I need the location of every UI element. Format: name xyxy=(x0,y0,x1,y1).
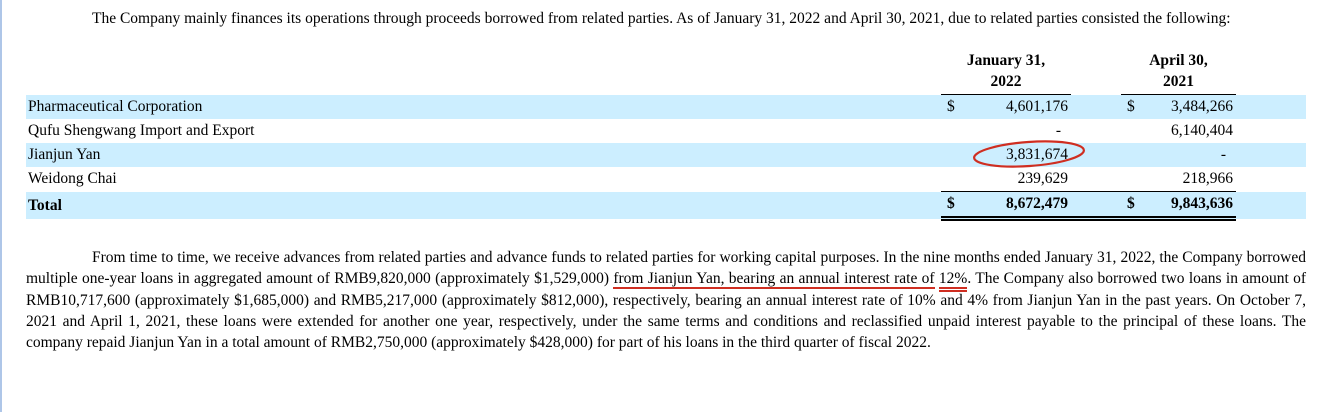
total-jan-31-2022: 8,672,479 xyxy=(971,191,1071,222)
spacer-cell xyxy=(1236,167,1306,192)
currency-symbol xyxy=(941,167,971,192)
spacer-cell xyxy=(1071,191,1121,222)
closing-paragraph: From time to time, we receive advances f… xyxy=(26,247,1306,353)
currency-symbol xyxy=(941,143,971,167)
column-header-jan-31-2022: January 31, 2022 xyxy=(941,51,1071,96)
row-label: Qufu Shengwang Import and Export xyxy=(28,121,255,139)
row-label: Jianjun Yan xyxy=(28,145,101,163)
table-row-total: Total $ 8,672,479 $ 9,843,636 xyxy=(26,191,1306,222)
amount-apr-30-2021: 6,140,404 xyxy=(1171,121,1233,139)
red-underline-annotation: from Jianjun Yan, bearing an annual inte… xyxy=(613,270,935,290)
row-label: Total xyxy=(28,197,62,215)
amount-apr-30-2021: - xyxy=(1220,145,1226,163)
spacer-cell xyxy=(1236,95,1306,120)
spacer-cell xyxy=(1236,192,1306,219)
circled-amount: 3,831,674 xyxy=(973,140,1085,168)
spacer-cell xyxy=(1071,143,1121,167)
currency-symbol xyxy=(1121,143,1151,167)
table-row-weidong-chai: Weidong Chai 239,629 218,966 xyxy=(26,167,1306,192)
red-double-underline-annotation: 12% xyxy=(938,270,968,293)
currency-symbol: $ xyxy=(947,97,955,115)
column-header-line: 2022 xyxy=(990,72,1022,90)
row-label: Pharmaceutical Corporation xyxy=(28,97,203,115)
row-label: Weidong Chai xyxy=(28,170,117,188)
table-header-row: January 31, 2022 April 30, 2021 xyxy=(26,51,1306,96)
amount-apr-30-2021: 3,484,266 xyxy=(1171,97,1233,115)
spacer-cell xyxy=(26,51,941,95)
spacer-cell xyxy=(1071,167,1121,192)
amount-jan-31-2022: - xyxy=(1055,121,1061,139)
total-apr-30-2021: 9,843,636 xyxy=(1151,191,1236,222)
column-header-line: January 31, xyxy=(966,52,1046,70)
intro-paragraph: The Company mainly finances its operatio… xyxy=(92,10,1231,27)
amount-value: 3,831,674 xyxy=(1006,145,1068,163)
spacer-cell xyxy=(1071,119,1121,143)
spacer-cell xyxy=(1236,119,1306,143)
closing-text-part2: . The Company also borrowed two loans in… xyxy=(26,270,1306,352)
spacer-cell xyxy=(1071,95,1121,120)
currency-symbol xyxy=(941,119,971,143)
spacer-cell xyxy=(1236,51,1306,95)
window-edge xyxy=(0,0,2,412)
table-row-jianjun-yan: Jianjun Yan 3,831,674 - xyxy=(26,140,1306,168)
amount-jan-31-2022: 4,601,176 xyxy=(1006,97,1068,115)
currency-symbol: $ xyxy=(941,191,971,222)
amount-jan-31-2022: 3,831,674 xyxy=(971,140,1085,168)
currency-symbol: $ xyxy=(1121,191,1151,222)
column-header-line: April 30, xyxy=(1149,52,1208,70)
column-header-apr-30-2021: April 30, 2021 xyxy=(1121,51,1236,96)
currency-symbol xyxy=(1121,167,1151,192)
table-row-pharmaceutical-corporation: Pharmaceutical Corporation $ 4,601,176 $… xyxy=(26,94,1306,120)
currency-symbol: $ xyxy=(1127,97,1135,115)
currency-symbol xyxy=(1121,119,1151,143)
column-header-line: 2021 xyxy=(1163,72,1194,90)
spacer-cell xyxy=(1071,51,1121,95)
table-row-qufu-shengwang: Qufu Shengwang Import and Export - 6,140… xyxy=(26,119,1306,143)
spacer-cell xyxy=(1236,143,1306,167)
amount-jan-31-2022: 239,629 xyxy=(1017,169,1068,187)
amount-apr-30-2021: 218,966 xyxy=(1182,169,1233,187)
due-to-related-parties-table: January 31, 2022 April 30, 2021 Pharmace… xyxy=(26,51,1306,222)
closing-text-part1: From time to time, we receive advances f… xyxy=(26,249,1306,288)
